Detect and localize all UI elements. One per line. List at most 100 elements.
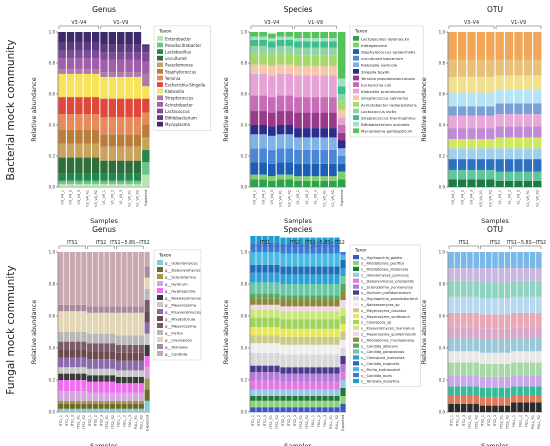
- bar-segment: [108, 160, 117, 174]
- bar-segment: [285, 179, 294, 187]
- bar-segment: [267, 180, 276, 187]
- bar-segment: [460, 386, 467, 396]
- bar-segment: [133, 370, 139, 377]
- bar-segment: [514, 103, 523, 115]
- bar-segment: [280, 344, 286, 355]
- bar-segment: [467, 296, 473, 313]
- bar-segment: [467, 327, 473, 339]
- x-tick-label: V3_V4_R1: [85, 190, 89, 207]
- bar-segment: [87, 351, 93, 360]
- bar-segment: [320, 112, 329, 129]
- legend-label: Klebsiella pneumoniae: [361, 89, 406, 94]
- bar-segment: [138, 252, 144, 307]
- bar-segment: [320, 41, 329, 48]
- bar-segment: [92, 312, 98, 334]
- bar-segment: [486, 128, 495, 139]
- bar-segment: [100, 76, 108, 99]
- bar-segment: [294, 75, 302, 98]
- bar-segment: [69, 391, 75, 401]
- bar-segment: [504, 126, 514, 138]
- bar-segment: [108, 183, 117, 187]
- legend-label: s__Pichia_kudriavzevii: [361, 368, 400, 372]
- legend-swatch: [353, 373, 359, 378]
- bar-segment: [286, 373, 292, 382]
- bar-segment: [274, 380, 280, 390]
- bar-segment: [495, 171, 504, 181]
- x-tick-label: V1_V9_1: [296, 190, 300, 205]
- legend-label: Pseudomonas: [165, 63, 193, 68]
- group-label: ITS1: [260, 240, 270, 246]
- bar-segment: [320, 47, 329, 56]
- bar-segment: [125, 134, 133, 147]
- bar-segment: [92, 368, 98, 376]
- legend-label: s__Rhodotorula_diobovata: [361, 268, 408, 272]
- bar-segment: [448, 327, 454, 339]
- bar-segment: [64, 357, 70, 368]
- bar-segment: [81, 404, 87, 409]
- bar-segment: [268, 264, 274, 273]
- bar-segment: [250, 304, 256, 310]
- legend-label: Klebsiella variicola: [361, 63, 398, 68]
- bar-segment: [334, 319, 340, 329]
- bar-segment: [250, 125, 259, 135]
- bar-segment: [448, 338, 454, 352]
- legend-label: g__Scleroderma: [165, 275, 197, 280]
- bar-segment: [495, 180, 504, 187]
- bar-segment: [104, 381, 110, 393]
- bar-segment: [467, 59, 476, 77]
- bar-segment: [250, 111, 259, 125]
- bar-segment: [485, 397, 492, 406]
- legend-title: Taxon: [158, 29, 172, 35]
- x-tick-label: ITS2_R1: [105, 415, 109, 429]
- bar-segment: [280, 381, 286, 390]
- bar-segment: [92, 392, 98, 401]
- bar-segment: [144, 252, 150, 267]
- bar-segment: [328, 367, 334, 374]
- bar-segment: [334, 295, 340, 300]
- bar-segment: [340, 372, 346, 380]
- bar-segment: [81, 357, 87, 368]
- bar-segment: [467, 252, 473, 268]
- bar-segment: [144, 311, 150, 323]
- legend-swatch: [157, 95, 163, 101]
- group-bracket: [87, 245, 115, 249]
- legend-label: s__Clavispora_sp: [361, 321, 392, 325]
- legend-swatch: [157, 82, 163, 87]
- bar-segment: [104, 408, 110, 412]
- bar-segment: [328, 295, 334, 300]
- bar-segment: [310, 389, 316, 396]
- bar-segment: [104, 343, 110, 352]
- legend-label: Acinetobacter radioresistens: [361, 102, 417, 107]
- bar-segment: [83, 97, 91, 115]
- bar-segment: [298, 389, 304, 396]
- bar-segment: [100, 72, 108, 77]
- bar-segment: [262, 407, 268, 412]
- bar-segment: [142, 61, 150, 74]
- bar-segment: [286, 295, 292, 300]
- bar-segment: [138, 360, 144, 371]
- bar-segment: [250, 407, 256, 412]
- bar-segment: [100, 52, 108, 60]
- x-tick-label: V3_V4_1: [253, 190, 257, 205]
- bar-segment: [514, 180, 523, 187]
- bar-segment: [133, 392, 139, 401]
- bar-segment: [138, 404, 144, 409]
- bar-segment: [514, 32, 523, 60]
- bar-segment: [523, 327, 530, 339]
- bar-segment: [467, 280, 473, 297]
- bar-segment: [337, 156, 346, 164]
- x-tick-label: V1_V9_R1: [127, 190, 131, 207]
- x-tick-label: ITS2_3: [99, 415, 103, 426]
- bar-segment: [529, 268, 536, 281]
- bar-segment: [302, 97, 311, 113]
- legend-swatch: [353, 302, 359, 307]
- bar-segment: [304, 336, 310, 345]
- bar-segment: [311, 47, 320, 56]
- x-tick-label: V1_V9_2: [507, 190, 511, 205]
- bar-segment: [268, 365, 274, 372]
- bar-segment: [467, 268, 473, 281]
- bar-segment: [457, 138, 467, 149]
- legend-label: s__Hydnum_pallidocroceum: [361, 291, 411, 295]
- x-tick-label: V3_V4_3: [77, 190, 81, 205]
